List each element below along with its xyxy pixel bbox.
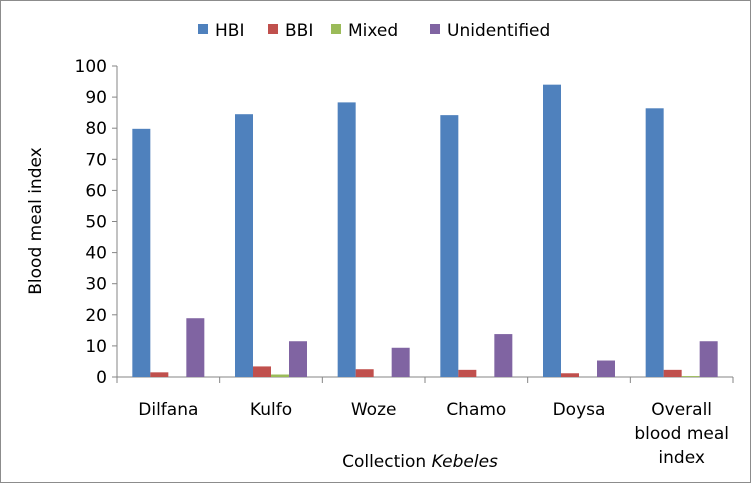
bar-hbi-0 xyxy=(132,128,151,377)
x-axis-label-italic: Kebeles xyxy=(432,452,498,472)
y-tick-label: 0 xyxy=(96,368,107,388)
x-axis-label-prefix: Collection xyxy=(342,452,432,472)
bars xyxy=(132,84,718,378)
legend-swatch-unidentified xyxy=(430,24,440,34)
y-tick-label: 30 xyxy=(85,275,107,295)
bar-unidentified-0 xyxy=(186,318,205,377)
bar-hbi-1 xyxy=(235,114,253,377)
y-tick-label: 20 xyxy=(85,306,107,326)
x-tick-label: Dilfana xyxy=(138,400,198,420)
bar-bbi-2 xyxy=(355,369,374,377)
bar-hbi-3 xyxy=(440,115,459,377)
x-axis: Dilfana Kulfo Woze Chamo Doysa Overall blood m… xyxy=(116,376,734,468)
y-tick-label: 60 xyxy=(85,181,107,201)
x-tick-label: Kulfo xyxy=(250,400,292,420)
y-tick-label: 70 xyxy=(85,150,107,170)
legend-label-hbi: HBI xyxy=(215,21,244,41)
bar-mixed-5 xyxy=(681,376,700,377)
chart-legend: HBI BBI Mixed Unidentified xyxy=(198,21,550,41)
bar-mixed-1 xyxy=(271,374,289,377)
legend-label-mixed: Mixed xyxy=(348,21,398,41)
y-tick-label: 50 xyxy=(85,213,107,233)
bar-unidentified-1 xyxy=(289,341,307,377)
x-tick-label: Woze xyxy=(351,400,397,420)
bar-bbi-0 xyxy=(150,372,169,377)
y-tick-label: 100 xyxy=(75,57,107,77)
bar-hbi-2 xyxy=(337,102,356,378)
bar-hbi-5 xyxy=(645,108,664,378)
legend-swatch-bbi xyxy=(268,24,278,34)
bar-bbi-5 xyxy=(663,369,682,377)
x-tick-label: Doysa xyxy=(553,400,606,420)
y-tick-label: 80 xyxy=(85,119,107,139)
x-tick-label: Chamo xyxy=(446,400,506,420)
legend-label-bbi: BBI xyxy=(285,21,313,41)
y-tick-label: 40 xyxy=(85,244,107,264)
x-tick-label: Overall blood meal index xyxy=(634,400,729,468)
y-tick-label: 90 xyxy=(85,88,107,108)
bar-unidentified-5 xyxy=(699,341,718,377)
legend-swatch-hbi xyxy=(198,24,208,34)
bar-unidentified-3 xyxy=(494,334,513,377)
bar-bbi-4 xyxy=(561,373,579,377)
legend-swatch-mixed xyxy=(331,24,341,34)
y-axis-label: Blood meal index xyxy=(26,147,46,294)
x-axis-label: Collection Kebeles xyxy=(342,452,498,472)
y-axis: 0 10 20 30 40 50 60 70 80 90 100 xyxy=(75,57,118,388)
bar-bbi-1 xyxy=(253,366,271,377)
legend-label-unidentified: Unidentified xyxy=(447,21,550,41)
y-tick-label: 10 xyxy=(85,337,107,357)
bar-unidentified-4 xyxy=(597,360,615,377)
bar-hbi-4 xyxy=(543,84,561,377)
bar-unidentified-2 xyxy=(391,347,410,377)
bar-bbi-3 xyxy=(458,369,477,377)
